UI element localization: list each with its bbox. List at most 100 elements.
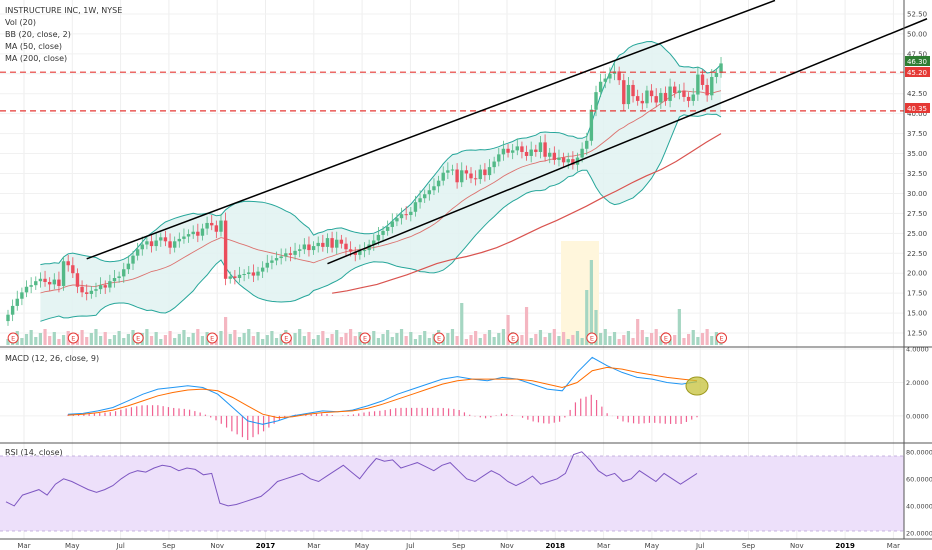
volume-bar [321, 331, 325, 345]
candle-body [247, 272, 251, 275]
candle-body [659, 92, 663, 103]
candle-body [585, 140, 589, 149]
volume-bar [562, 332, 566, 345]
candle-body [673, 86, 677, 93]
candle-body [47, 281, 52, 285]
candle-body [538, 142, 543, 152]
volume-bar [168, 331, 172, 345]
volume-bar [538, 330, 543, 345]
volume-bar [154, 332, 158, 345]
candle-body [506, 148, 510, 153]
earnings-label: E [511, 335, 515, 343]
candle-body [432, 186, 436, 191]
time-tick-label: Nov [210, 542, 224, 550]
candle-body [608, 73, 612, 79]
volume-bar [483, 334, 487, 345]
volume-bar [122, 338, 126, 345]
earnings-label: E [590, 335, 594, 343]
time-tick-label: Jul [695, 542, 705, 550]
highlight-circle [685, 376, 709, 396]
time-tick-label: Mar [307, 542, 320, 550]
volume-bar [552, 329, 556, 345]
time-tick-label: Mar [17, 542, 30, 550]
volume-bar [571, 335, 575, 345]
price-tick-label: 52.50 [907, 10, 927, 18]
volume-bar [242, 333, 246, 345]
time-tick-label: Sep [162, 542, 176, 550]
earnings-circle [67, 332, 79, 344]
legend-vol: Vol (20) [5, 18, 36, 27]
candle-body [677, 90, 682, 93]
earnings-label: E [284, 335, 288, 343]
volume-spike-highlight [561, 241, 599, 345]
candle-body [548, 152, 552, 157]
volume-bar [159, 339, 163, 345]
candle-body [385, 226, 390, 231]
candle-body [362, 250, 367, 252]
candle-body [446, 170, 450, 173]
candle-body [450, 169, 455, 171]
volume-bar [335, 330, 339, 345]
volume-bar [594, 310, 598, 345]
current-price-label: 46.30 [905, 56, 930, 66]
candle-body [330, 238, 334, 248]
volume-bar [89, 333, 93, 345]
volume-bar [302, 336, 306, 345]
candle-body [376, 234, 381, 241]
volume-bar [339, 337, 343, 345]
candle-body [469, 173, 473, 179]
volume-bar [677, 309, 681, 345]
candle-body [515, 146, 519, 151]
volume-bar [29, 330, 33, 345]
candle-body [635, 96, 640, 101]
volume-bar [626, 331, 631, 345]
candle-body [705, 84, 709, 96]
volume-bar [585, 290, 589, 345]
candle-body [61, 261, 66, 286]
candle-body [497, 154, 501, 162]
earnings-circle [359, 332, 371, 344]
candle-body [293, 250, 297, 255]
candle-body [617, 71, 621, 81]
candle-body [626, 84, 631, 105]
candle-body [168, 241, 172, 248]
candle-body [117, 276, 121, 278]
candle-body [284, 253, 288, 257]
candle-body [75, 273, 80, 287]
candle-body [654, 96, 658, 103]
volume-bar [219, 331, 223, 345]
volume-bar [61, 335, 66, 345]
volume-bar [524, 307, 529, 345]
earnings-circle [660, 332, 672, 344]
volume-bar [237, 337, 242, 345]
candle-body [89, 290, 94, 294]
candle-body [483, 169, 487, 176]
volume-bar [149, 336, 154, 345]
candlesticks [6, 57, 723, 326]
candle-body [399, 214, 404, 219]
volume-bar [99, 336, 103, 345]
earnings-circle [507, 332, 519, 344]
volume-bar [515, 339, 519, 345]
candle-body [108, 281, 112, 288]
volume-bar [497, 333, 501, 345]
volume-bar [464, 339, 468, 345]
candle-body [15, 298, 19, 306]
candle-body [478, 169, 482, 180]
candle-body [228, 276, 232, 279]
volume-bar [94, 329, 98, 345]
volume-bar [608, 336, 612, 345]
volume-bar [543, 337, 547, 345]
rsi-tick-label: 60.0000 [906, 475, 932, 483]
candle-body [307, 244, 311, 251]
signal-line [67, 366, 698, 419]
candle-body [163, 237, 168, 242]
volume-bar [80, 330, 84, 345]
candle-body [237, 274, 242, 278]
candle-body [223, 220, 228, 279]
candle-body [464, 170, 469, 174]
level-upper-text: 45.20 [907, 69, 927, 77]
volume-bar [311, 339, 316, 345]
volume-bar [293, 333, 297, 345]
candle-body [524, 151, 529, 156]
